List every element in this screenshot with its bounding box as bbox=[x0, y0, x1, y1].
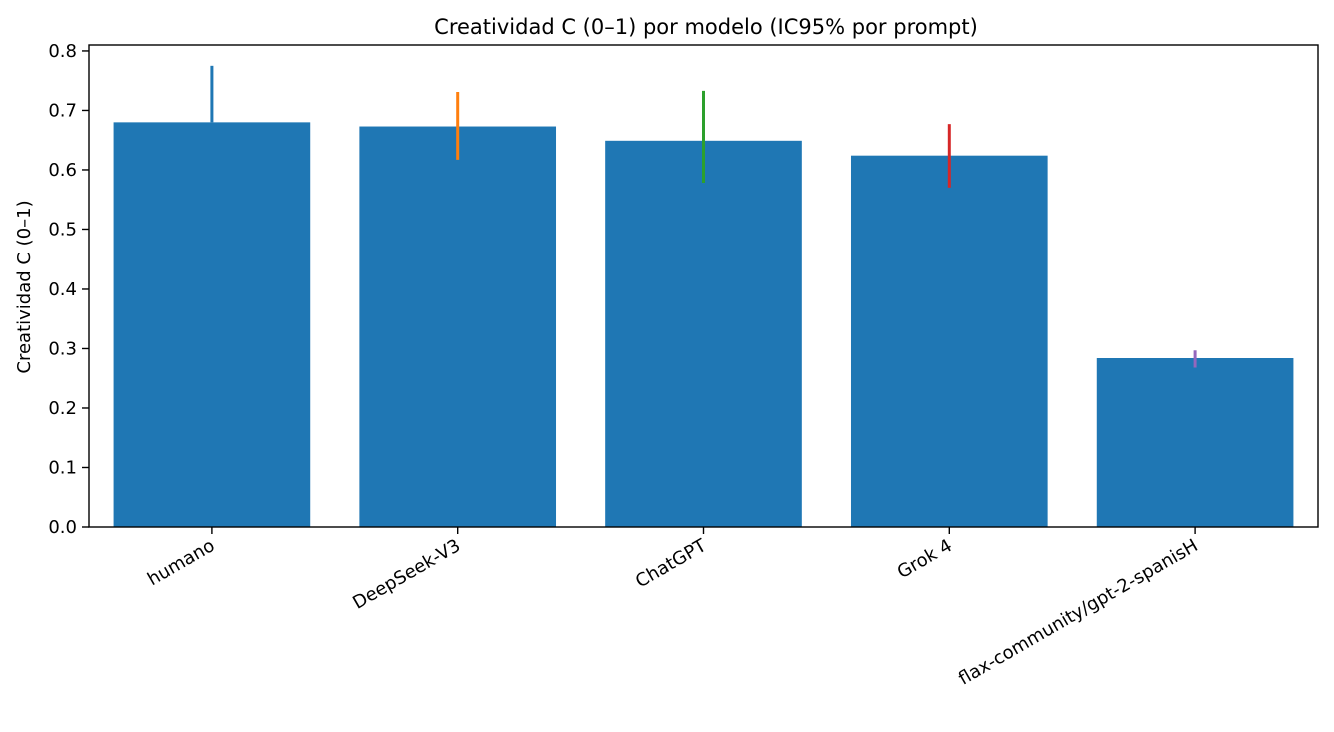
y-tick-label-7: 0.7 bbox=[48, 100, 77, 121]
y-tick-label-1: 0.1 bbox=[48, 457, 77, 478]
x-tick-label-0: humano bbox=[144, 535, 218, 590]
bar-4 bbox=[1096, 358, 1294, 527]
bar-3 bbox=[850, 155, 1048, 527]
bars-layer bbox=[113, 122, 1294, 527]
bar-1 bbox=[359, 126, 557, 527]
x-axis: humano DeepSeek-V3 ChatGPT Grok 4 flax-commu… bbox=[144, 527, 1202, 690]
bar-0 bbox=[113, 122, 311, 527]
y-axis-title: Creatividad C (0–1) bbox=[14, 200, 35, 373]
chart-title: Creatividad C (0–1) por modelo (IC95% po… bbox=[434, 15, 978, 39]
y-axis: 0.0 0.1 0.2 0.3 0.4 0.5 0.6 0.7 0.8 bbox=[48, 41, 89, 538]
y-tick-label-2: 0.2 bbox=[48, 398, 77, 419]
y-tick-label-5: 0.5 bbox=[48, 219, 77, 240]
x-tick-label-3: Grok 4 bbox=[894, 535, 956, 583]
y-tick-label-6: 0.6 bbox=[48, 160, 77, 181]
x-tick-label-4: flax-community/gpt-2-spanisH bbox=[955, 535, 1202, 689]
x-tick-label-2: ChatGPT bbox=[632, 535, 711, 593]
error-bars-layer bbox=[210, 65, 1197, 368]
y-tick-label-4: 0.4 bbox=[48, 279, 77, 300]
y-tick-label-8: 0.8 bbox=[48, 41, 77, 62]
x-tick-label-1: DeepSeek-V3 bbox=[349, 535, 464, 614]
y-tick-label-0: 0.0 bbox=[48, 517, 77, 538]
bar-2 bbox=[605, 140, 802, 527]
plot-frame bbox=[88, 44, 1319, 528]
y-tick-label-3: 0.3 bbox=[48, 338, 77, 359]
